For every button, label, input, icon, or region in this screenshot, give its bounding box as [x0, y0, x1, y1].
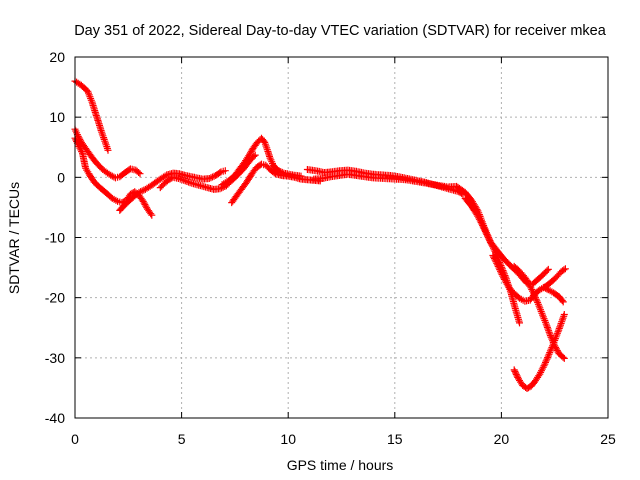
- series-arc-15: [510, 311, 568, 392]
- series-arc-4: [116, 167, 229, 214]
- data-series: [71, 77, 569, 392]
- x-tick-label: 15: [387, 431, 403, 447]
- y-tick-label: 20: [49, 49, 65, 65]
- x-axis-label: GPS time / hours: [287, 457, 394, 473]
- series-arc-12: [489, 252, 569, 305]
- y-axis-label: SDTVAR / TECUs: [6, 182, 22, 294]
- y-tick-label: 10: [49, 109, 65, 125]
- data-point: [510, 311, 568, 392]
- series-arc-14: [540, 283, 567, 306]
- y-tick-label: -10: [45, 230, 65, 246]
- y-tick-label: 0: [57, 169, 65, 185]
- series-arc-7: [218, 134, 305, 189]
- x-tick-label: 5: [178, 431, 186, 447]
- x-tick-label: 20: [494, 431, 510, 447]
- y-tick-label: -20: [45, 290, 65, 306]
- x-tick-label: 0: [71, 431, 79, 447]
- chart-title: Day 351 of 2022, Sidereal Day-to-day VTE…: [74, 23, 607, 39]
- data-point: [540, 283, 567, 306]
- y-tick-label: -40: [45, 410, 65, 426]
- x-tick-label: 25: [600, 431, 616, 447]
- data-point: [218, 134, 305, 189]
- axis-ticks: 0 5 10 15 20 25 -40 -30 -20 -10 0 10 20: [45, 49, 616, 447]
- data-point: [489, 252, 569, 305]
- data-point: [116, 167, 229, 214]
- y-tick-label: -30: [45, 350, 65, 366]
- x-tick-label: 10: [280, 431, 296, 447]
